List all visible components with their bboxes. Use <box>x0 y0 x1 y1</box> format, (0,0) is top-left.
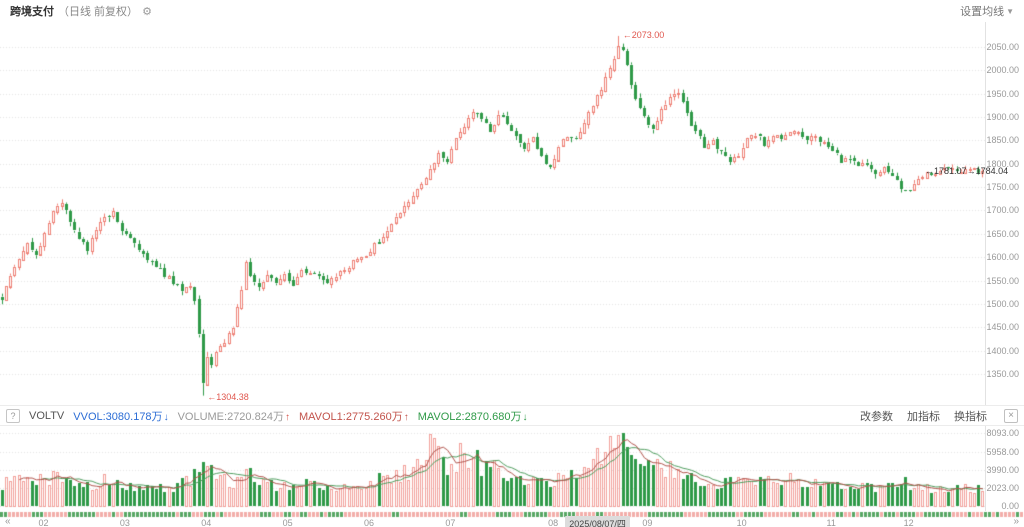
volume-axis-tick: 3990.00 <box>986 465 1019 475</box>
volume-chart-canvas[interactable] <box>0 426 985 511</box>
volume-axis-tick: 2023.00 <box>986 482 1019 493</box>
price-axis-tick: 1550.00 <box>986 275 1019 286</box>
scroll-right-icon[interactable]: » <box>1013 516 1019 527</box>
price-axis-tick: 1800.00 <box>986 158 1019 169</box>
arrow-down-icon: ↓ <box>522 411 528 423</box>
timeline: « » 2025/08/07/四 02 03 04 05 06 07 08 09 10 11 12 <box>0 511 1024 527</box>
chart-settings-gear-icon[interactable]: ⚙ <box>142 5 152 18</box>
x-axis-month-label: 03 <box>119 518 130 527</box>
arrow-up-icon: ↑ <box>284 411 290 423</box>
ma-settings-button[interactable]: 设置均线 ▼ <box>960 3 1014 19</box>
x-axis-month-label: 06 <box>364 518 375 527</box>
x-axis-labels: « » 2025/08/07/四 02 03 04 05 06 07 08 09 10 11 12 <box>0 516 1024 527</box>
price-y-axis: 2050.00 2000.00 1950.00 1900.00 1850.00 1800.… <box>985 22 1024 405</box>
indicator-values: VVOL:3080.178万↓ VOLUME:2720.824万↑ MAVOL1:2… <box>73 408 527 424</box>
ma-settings-label: 设置均线 <box>960 6 1005 18</box>
x-axis-month-label: 07 <box>445 518 456 527</box>
title-group: 跨境支付 （日线 前复权） ⚙ <box>10 3 152 19</box>
price-chart-canvas[interactable] <box>0 22 985 405</box>
price-axis-tick: 1450.00 <box>986 322 1019 333</box>
chart-header: 跨境支付 （日线 前复权） ⚙ 设置均线 ▼ <box>0 0 1024 22</box>
price-axis-tick: 2050.00 <box>986 41 1019 52</box>
x-axis-month-label: 02 <box>38 518 49 527</box>
indicator-help-icon[interactable]: ? <box>6 408 20 423</box>
price-axis-tick: 1850.00 <box>986 135 1019 146</box>
add-indicator-link[interactable]: 加指标 <box>907 410 940 423</box>
chevron-down-icon: ▼ <box>1006 6 1014 16</box>
x-axis-month-label: 12 <box>903 518 914 527</box>
high-price-marker: ←2073.00 <box>622 29 665 40</box>
volume-pane: 8093.00 5958.00 3990.00 2023.00 0.00 <box>0 426 1024 511</box>
x-axis-month-label: 08 <box>548 518 559 527</box>
instrument-title: 跨境支付 <box>10 6 54 18</box>
x-axis-month-label: 11 <box>826 518 836 527</box>
indicator-actions: 改参数 加指标 换指标 <box>860 408 987 424</box>
indicator-value: VOLUME:2720.824万↑ <box>177 410 290 423</box>
price-axis-tick: 1750.00 <box>986 182 1019 193</box>
axis-separator <box>985 22 986 511</box>
volume-axis-tick: 8093.00 <box>986 428 1019 438</box>
arrow-down-icon: ↓ <box>163 411 169 423</box>
low-price-marker: ←1304.38 <box>207 391 249 402</box>
price-axis-tick: 1700.00 <box>986 205 1019 216</box>
scroll-left-icon[interactable]: « <box>5 516 11 527</box>
price-axis-tick: 1650.00 <box>986 228 1019 239</box>
x-axis-month-label: 04 <box>201 518 212 527</box>
indicator-bar: ? VOLTV VVOL:3080.178万↓ VOLUME:2720.824万↑… <box>0 405 1024 426</box>
price-pane: 2050.00 2000.00 1950.00 1900.00 1850.00 1800.… <box>0 22 1024 405</box>
selected-date-label: 2025/08/07/四 <box>565 516 630 527</box>
indicator-value: MAVOL1:2775.260万↑ <box>298 410 409 423</box>
switch-indicator-link[interactable]: 换指标 <box>954 410 987 423</box>
indicator-value: MAVOL2:2870.680万↓ <box>417 410 528 423</box>
indicator-name: VOLTV <box>29 409 65 422</box>
x-axis-month-label: 05 <box>282 518 293 527</box>
price-axis-tick: 1500.00 <box>986 299 1019 310</box>
x-axis-month-label: 10 <box>736 518 747 527</box>
price-axis-tick: 1900.00 <box>986 111 1019 122</box>
volume-axis-tick: 0.00 <box>1001 501 1019 511</box>
price-axis-tick: 1350.00 <box>986 369 1019 380</box>
arrow-up-icon: ↑ <box>403 411 409 423</box>
price-axis-tick: 1950.00 <box>986 88 1019 99</box>
chart-period-label: （日线 前复权） <box>58 6 139 18</box>
indicator-value: VVOL:3080.178万↓ <box>73 410 169 423</box>
x-axis-month-label: 09 <box>642 518 653 527</box>
price-axis-tick: 1600.00 <box>986 252 1019 263</box>
volume-y-axis: 8093.00 5958.00 3990.00 2023.00 0.00 <box>985 426 1024 511</box>
price-axis-tick: 2000.00 <box>986 65 1019 76</box>
volume-axis-tick: 5958.00 <box>986 447 1019 458</box>
last-price-marker: ←1781.07→1784.04 <box>925 166 1009 177</box>
change-params-link[interactable]: 改参数 <box>860 410 893 423</box>
price-axis-tick: 1400.00 <box>986 345 1019 356</box>
timeline-strip[interactable] <box>0 511 1024 518</box>
close-indicator-icon[interactable]: × <box>1004 408 1018 423</box>
